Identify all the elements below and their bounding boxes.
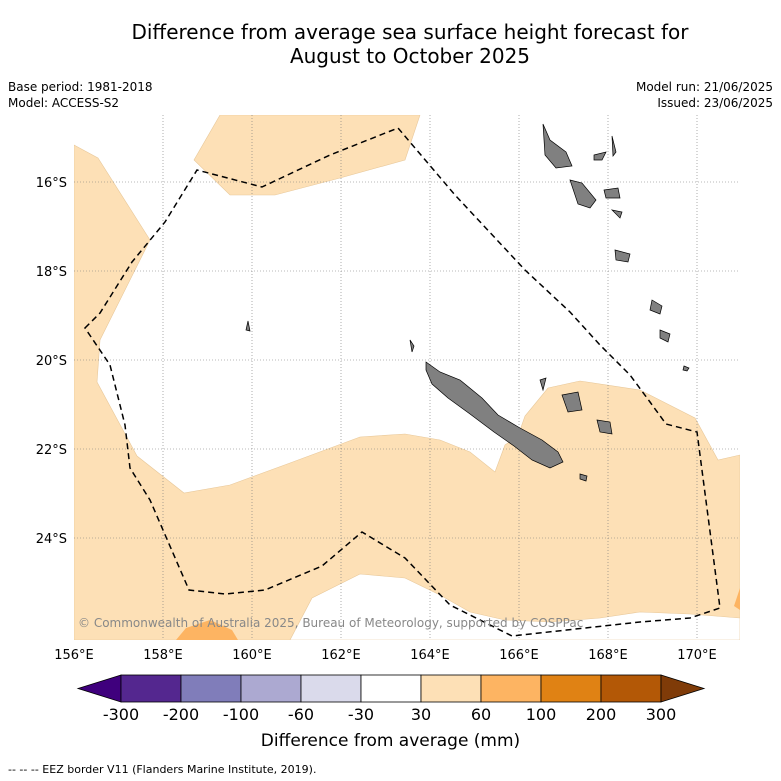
lon-label: 158°E bbox=[143, 648, 183, 663]
model-name: Model: ACCESS-S2 bbox=[8, 96, 120, 110]
colorbar-segment bbox=[180, 674, 242, 703]
colorbar-segment bbox=[480, 674, 542, 703]
lat-label: 18°S bbox=[36, 265, 67, 280]
maewo bbox=[611, 135, 617, 157]
lifou-island bbox=[596, 419, 613, 435]
colorbar-segment bbox=[360, 674, 422, 703]
colorbar-tick: -100 bbox=[222, 705, 260, 724]
colorbar-extend-high bbox=[660, 674, 706, 703]
title-line-2: August to October 2025 bbox=[289, 44, 531, 68]
malekula bbox=[569, 179, 597, 209]
colorbar-segment bbox=[600, 674, 662, 703]
colorbar-title: Difference from average (mm) bbox=[260, 731, 521, 751]
colorbar-extend-low bbox=[76, 674, 122, 703]
lon-label: 170°E bbox=[677, 648, 717, 663]
shaded-region-strong-east bbox=[734, 588, 740, 610]
lon-label: 156°E bbox=[54, 648, 94, 663]
title-line-1: Difference from average sea surface heig… bbox=[131, 20, 689, 44]
base-period: Base period: 1981-2018 bbox=[8, 80, 153, 94]
lon-label: 166°E bbox=[499, 648, 539, 663]
colorbar-segment bbox=[120, 674, 182, 703]
loyalty-small-1 bbox=[649, 299, 663, 315]
espiritu-santo bbox=[542, 123, 573, 169]
lat-label: 22°S bbox=[36, 443, 67, 458]
lon-axis-labels: 156°E 158°E 160°E 162°E 164°E 166°E 168°… bbox=[54, 648, 717, 663]
isle-of-pines bbox=[579, 473, 588, 482]
colorbar-segment bbox=[420, 674, 482, 703]
lat-label: 16°S bbox=[36, 176, 67, 191]
colorbar-segment bbox=[240, 674, 302, 703]
gridlines bbox=[74, 115, 740, 640]
shaded-region-north bbox=[193, 115, 421, 196]
colorbar-segment bbox=[300, 674, 362, 703]
colorbar-tick: 300 bbox=[645, 705, 677, 724]
issued-date: Issued: 23/06/2025 bbox=[657, 96, 773, 110]
new-caledonia bbox=[425, 361, 564, 469]
land-masses bbox=[245, 123, 690, 482]
colorbar-tick: 30 bbox=[410, 705, 432, 724]
eez-border bbox=[84, 127, 721, 637]
lon-label: 164°E bbox=[410, 648, 450, 663]
model-run: Model run: 21/06/2025 bbox=[635, 80, 773, 94]
colorbar bbox=[76, 674, 706, 703]
colorbar-tick: 100 bbox=[525, 705, 557, 724]
colorbar-tick: 60 bbox=[470, 705, 492, 724]
efate bbox=[603, 187, 621, 199]
lon-label: 160°E bbox=[232, 648, 272, 663]
chesterfield bbox=[245, 320, 251, 332]
ambae bbox=[593, 151, 607, 161]
colorbar-tick: -200 bbox=[162, 705, 200, 724]
copyright-text: © Commonwealth of Australia 2025, Bureau… bbox=[78, 616, 583, 630]
erromango bbox=[614, 249, 631, 263]
loyalty-small-2 bbox=[659, 329, 671, 343]
islet-1 bbox=[682, 365, 690, 372]
lon-label: 168°E bbox=[588, 648, 628, 663]
belep-island bbox=[409, 339, 415, 353]
lat-axis-labels: 16°S 18°S 20°S 22°S 24°S bbox=[36, 176, 67, 547]
shaded-region-strong-south bbox=[176, 620, 238, 640]
lon-label: 162°E bbox=[321, 648, 361, 663]
lat-label: 20°S bbox=[36, 354, 67, 369]
lat-label: 24°S bbox=[36, 532, 67, 547]
colorbar-tick: 200 bbox=[585, 705, 617, 724]
shaded-region-west bbox=[74, 144, 740, 640]
colorbar-tick: -60 bbox=[287, 705, 315, 724]
eez-legend-note: -- -- -- EEZ border V11 (Flanders Marine… bbox=[8, 763, 317, 776]
ouvea-island bbox=[539, 377, 547, 392]
epi bbox=[610, 209, 623, 219]
colorbar-segment bbox=[540, 674, 602, 703]
maré-island bbox=[561, 391, 583, 413]
colorbar-tick: -30 bbox=[347, 705, 375, 724]
colorbar-tick: -300 bbox=[102, 705, 140, 724]
